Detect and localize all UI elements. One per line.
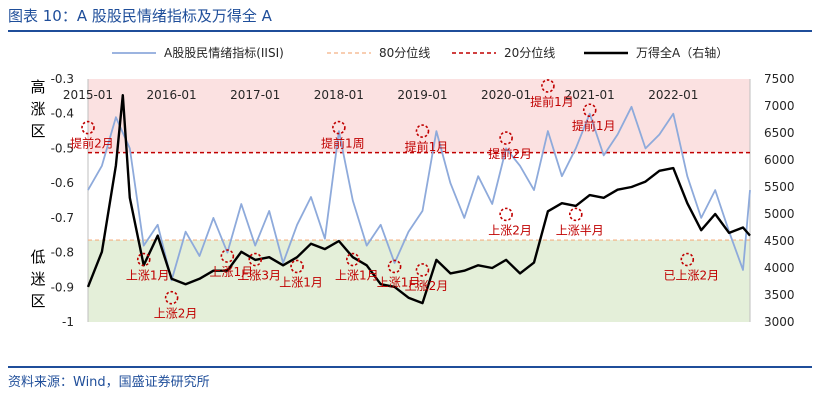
annotation-marker [499,131,513,145]
annotation-label: 上涨2月 [488,222,532,237]
x-tick-label: 2019-01 [397,88,447,102]
annotation-label: 上涨3月 [237,268,281,283]
annotation-label: 上涨半月 [556,222,604,237]
right-tick-label: 4000 [764,261,795,275]
annotation-label: 已上涨2月 [663,268,719,283]
legend-entry: A股股民情绪指标(IISI) [164,45,284,60]
annotation-label: 提前2月 [70,136,114,151]
annotation-label: 提前2月 [488,146,532,161]
left-tick-label: -0.7 [51,211,74,225]
x-tick-label: 2021-01 [565,88,615,102]
annotation-label: 上涨2月 [405,278,449,293]
x-tick-label: 2016-01 [147,88,197,102]
annotation-marker [680,252,695,267]
annotation-marker [541,79,555,93]
right-tick-label: 5000 [764,207,795,221]
annotation-label: 提前1月 [572,118,616,133]
legend-entry: 万得全A（右轴） [636,45,728,60]
zone-label: 区 [30,122,45,140]
annotation-label: 上涨1月 [377,274,421,289]
annotation-marker [387,259,402,274]
zone-label: 涨 [30,100,45,118]
left-tick-label: -1 [62,315,74,329]
zone-label: 低 [30,248,45,266]
left-tick-label: -0.9 [51,280,74,294]
zone-label: 高 [30,78,45,96]
annotation-marker [248,252,263,267]
annotation-marker [499,207,513,222]
figure-title: 图表 10：A 股股民情绪指标及万得全 A [8,7,272,25]
annotation-marker [332,120,346,135]
annotation-marker [415,263,430,277]
annotation-label: 上涨1月 [335,268,379,283]
annotation-marker [582,103,597,118]
annotation-label: 上涨1月 [279,274,323,289]
zone-band [88,79,750,153]
right-tick-label: 3500 [764,288,795,302]
right-tick-label: 4500 [764,234,795,248]
source-rule [8,366,812,368]
x-tick-label: 2018-01 [314,88,364,102]
right-tick-label: 6000 [764,153,795,167]
annotation-label: 提前1周 [321,136,365,151]
x-tick-label: 2022-01 [648,88,698,102]
zone-label: 迷 [30,270,45,288]
annotation-marker [415,124,430,138]
right-tick-label: 5500 [764,180,795,194]
left-tick-label: -0.8 [51,246,74,260]
annotation-marker [164,290,179,305]
x-tick-label: 2015-01 [63,88,113,102]
left-tick-label: -0.4 [51,107,74,121]
x-tick-label: 2017-01 [230,88,280,102]
annotation-marker [290,259,304,274]
annotation-marker [81,120,95,135]
annotation-label: 提前1月 [405,139,449,154]
annotation-marker [136,252,151,267]
annotation-label: 上涨1月 [210,264,254,279]
left-tick-label: -0.6 [51,176,74,190]
series-line [87,105,751,282]
annotation-marker [220,249,235,263]
chart: -0.3 -0.4 -0.5 -0.6 -0.7 -0.8 -0.9 -1 7500 7000 65… [30,45,795,329]
series-line [86,94,751,305]
right-tick-label: 6500 [764,126,795,140]
annotation-marker [345,252,360,267]
left-tick-label: -0.5 [51,141,74,155]
right-tick-label: 7500 [764,72,795,86]
title-rule [8,30,812,32]
legend-entry: 80分位线 [379,45,430,60]
x-tick-label: 2020-01 [481,88,531,102]
right-tick-label: 3000 [764,315,795,329]
source-note: 资料来源：Wind，国盛证券研究所 [8,375,210,390]
zone-label: 区 [30,292,45,310]
annotation-label: 提前1月 [530,94,574,109]
legend-entry: 20分位线 [504,45,555,60]
annotation-marker [568,207,583,222]
left-tick-label: -0.3 [51,72,74,86]
right-tick-label: 7000 [764,99,795,113]
annotation-label: 上涨1月 [126,268,170,283]
annotation-label: 上涨2月 [154,306,198,321]
